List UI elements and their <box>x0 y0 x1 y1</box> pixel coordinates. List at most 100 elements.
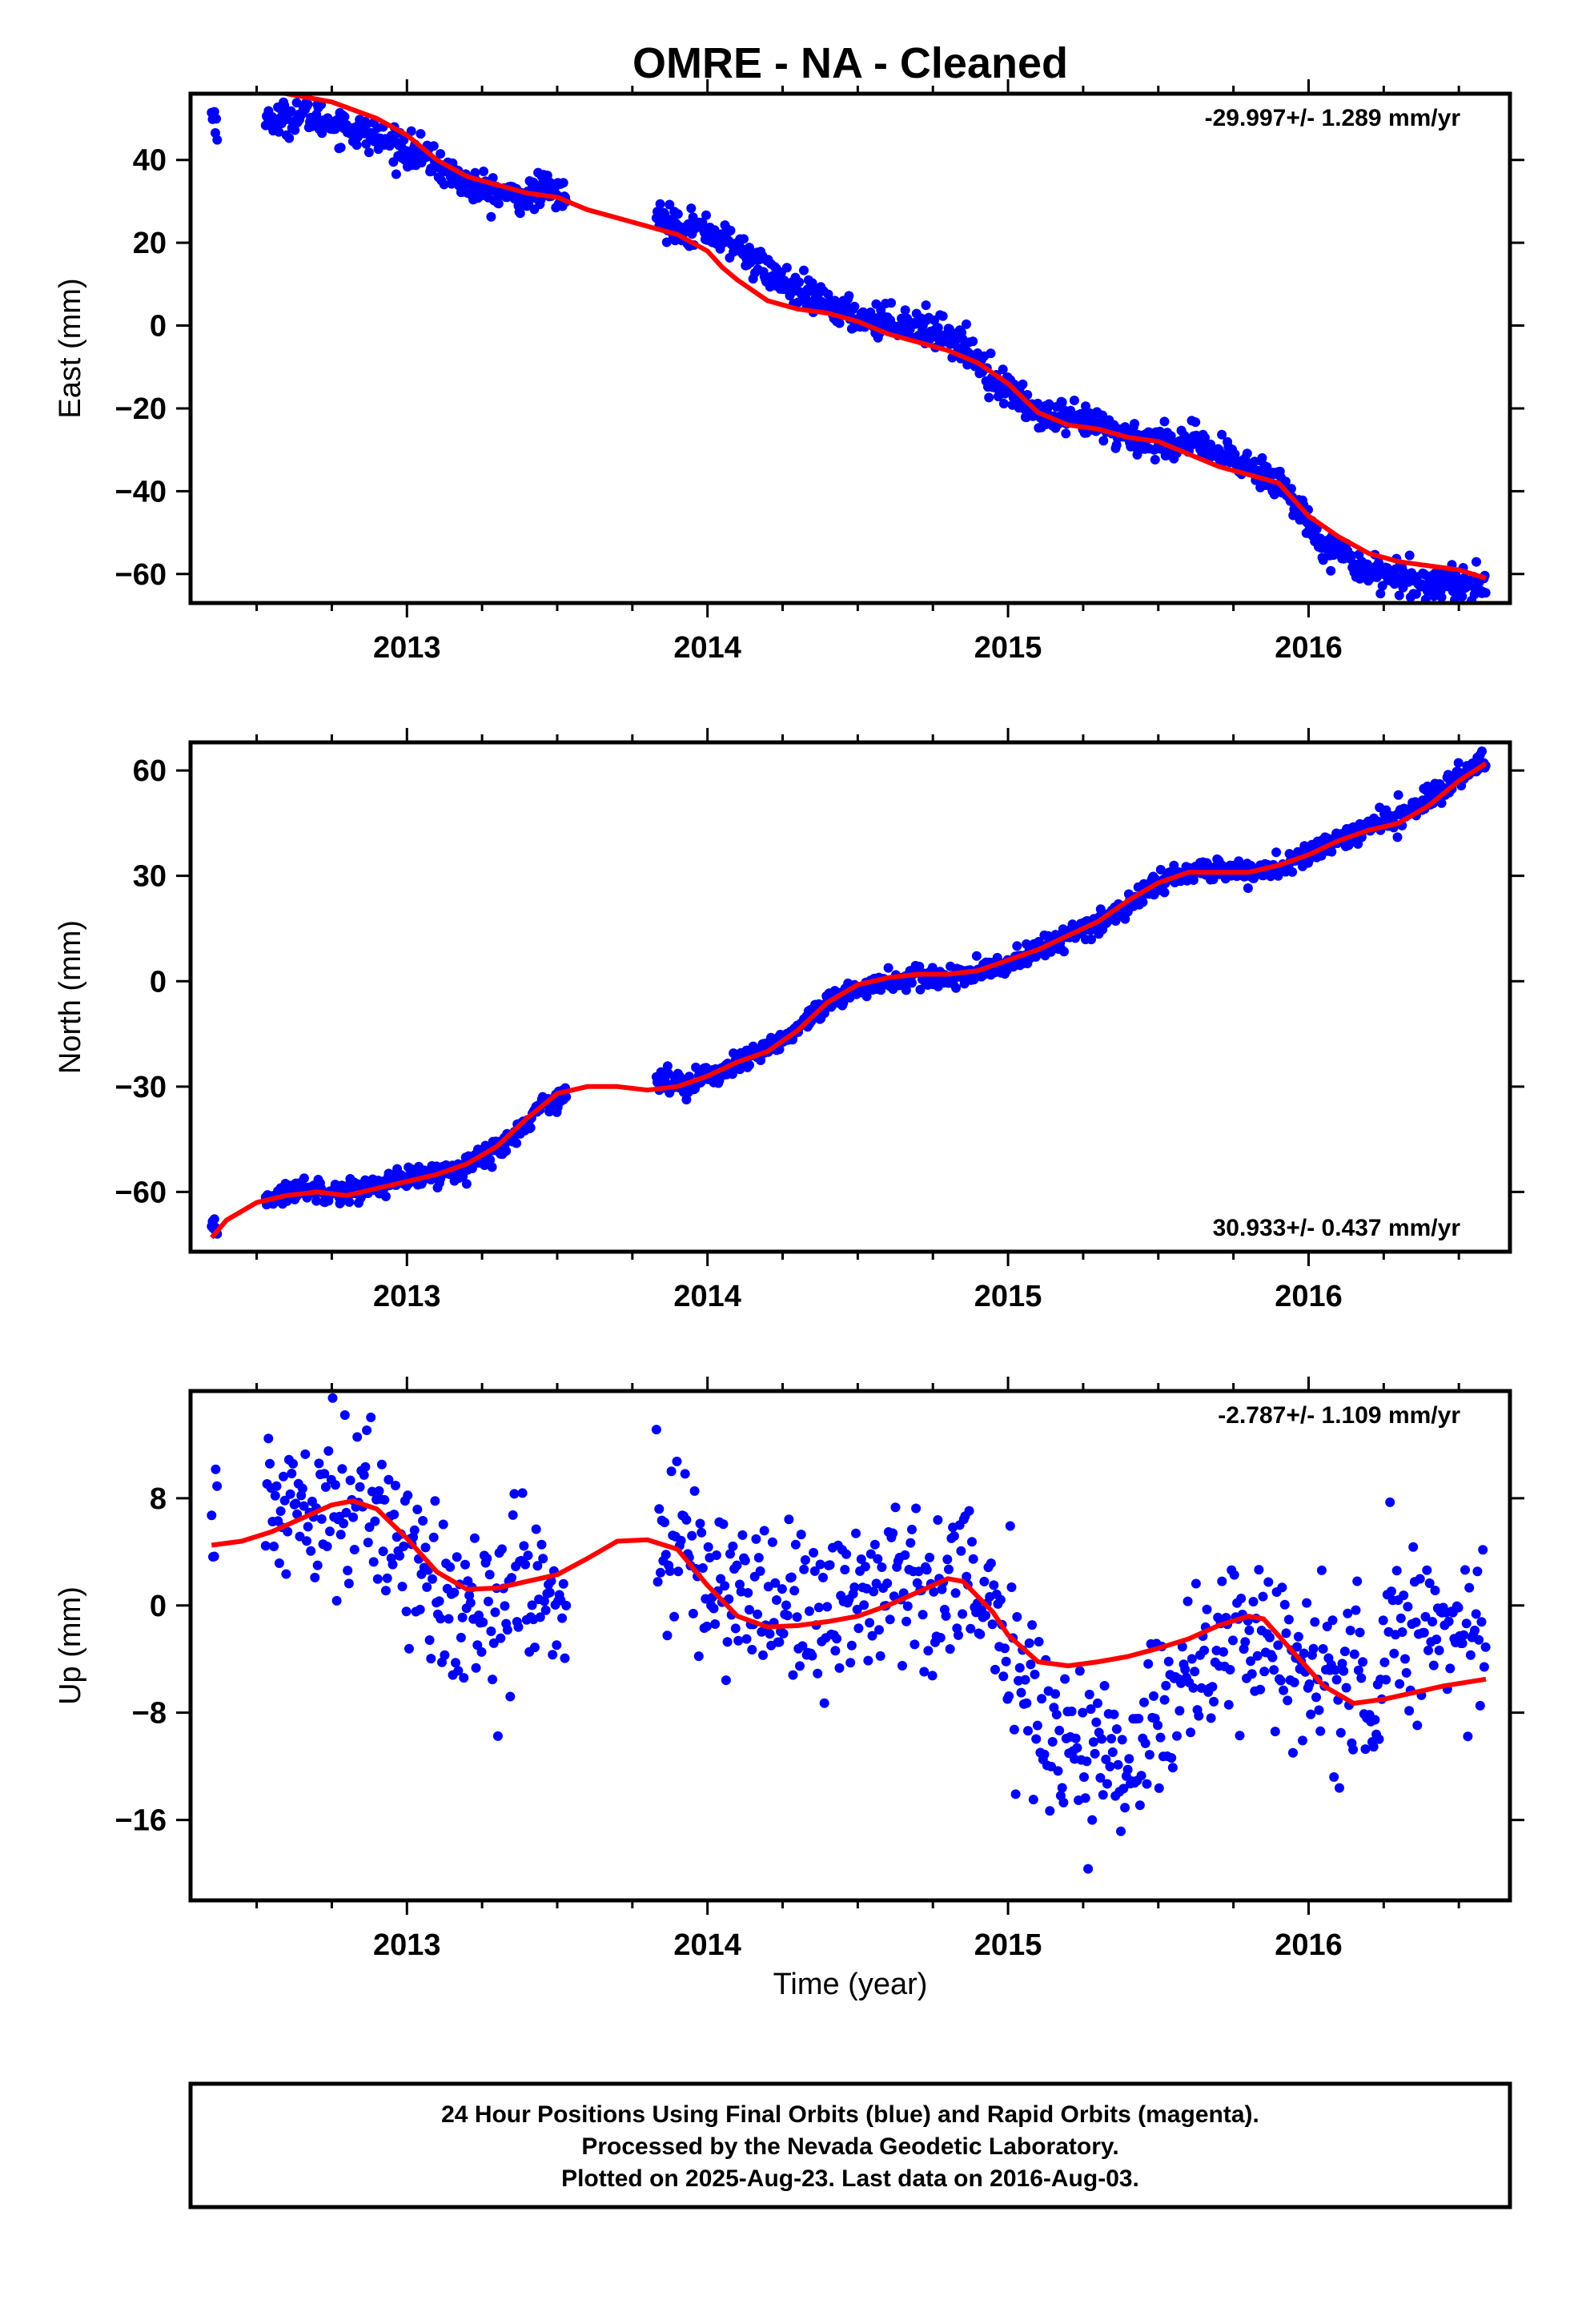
data-point <box>725 1549 735 1559</box>
data-point <box>312 1560 323 1570</box>
data-point <box>295 1531 305 1542</box>
data-point <box>439 179 449 190</box>
data-point <box>440 1650 450 1660</box>
data-point <box>290 125 300 135</box>
data-point <box>1254 1565 1264 1575</box>
data-point <box>1318 1644 1328 1654</box>
x-tick-label: 2014 <box>673 1280 741 1313</box>
data-point <box>1375 589 1386 599</box>
data-point <box>303 99 313 110</box>
data-point <box>322 1542 332 1551</box>
x-ticks: 2013 2014 2015 2016 <box>255 728 1460 1313</box>
data-point <box>382 1573 392 1583</box>
data-point <box>352 1432 363 1442</box>
data-point <box>745 1060 754 1070</box>
data-point <box>954 1630 963 1640</box>
data-point <box>548 1650 558 1660</box>
data-point <box>335 143 346 153</box>
data-point <box>381 1192 391 1201</box>
data-point <box>1217 1576 1227 1586</box>
data-point <box>1419 1627 1429 1638</box>
data-point <box>434 1596 444 1606</box>
data-point <box>730 1623 741 1634</box>
data-point <box>470 167 480 178</box>
data-point <box>1270 1727 1280 1737</box>
data-point <box>753 1609 763 1619</box>
data-point <box>1053 1766 1063 1776</box>
data-point <box>1314 1705 1324 1715</box>
data-point <box>874 1625 884 1635</box>
data-point <box>945 1644 955 1655</box>
data-point <box>913 1566 924 1577</box>
data-point <box>279 1495 290 1506</box>
data-point <box>331 1595 342 1606</box>
y-tick-label: 0 <box>150 1590 167 1623</box>
data-point <box>1134 1714 1144 1723</box>
data-point <box>1368 1742 1379 1752</box>
data-point <box>651 1425 661 1435</box>
data-point <box>415 1604 425 1614</box>
data-point <box>795 1661 805 1671</box>
data-point <box>716 1574 726 1584</box>
data-point <box>1117 1735 1127 1745</box>
data-point <box>1351 1605 1361 1615</box>
data-point <box>488 173 498 183</box>
data-point <box>211 1464 221 1474</box>
data-point <box>437 1657 447 1667</box>
data-point <box>1098 1790 1108 1800</box>
data-point <box>1242 448 1252 459</box>
data-point <box>1269 1665 1279 1675</box>
data-point <box>929 1586 939 1597</box>
data-point <box>697 1563 708 1573</box>
data-point <box>819 1698 829 1708</box>
data-point <box>740 1555 750 1566</box>
data-point <box>995 1594 1006 1605</box>
data-point <box>1288 1747 1298 1758</box>
data-point <box>1391 1566 1402 1576</box>
data-point <box>1273 1640 1283 1651</box>
data-point <box>1074 1666 1085 1676</box>
data-point <box>263 1433 274 1444</box>
data-point <box>735 1064 745 1075</box>
data-point <box>1194 1711 1204 1721</box>
data-point <box>1480 1642 1491 1652</box>
data-point <box>981 1610 991 1621</box>
data-point <box>372 1574 383 1584</box>
data-point <box>984 392 994 403</box>
data-point <box>759 1526 769 1536</box>
data-point <box>1172 1731 1182 1741</box>
data-point <box>1118 1783 1129 1794</box>
data-point <box>1395 1613 1406 1623</box>
data-point <box>927 963 938 973</box>
model-curve <box>210 761 1488 1240</box>
data-point <box>1298 1735 1307 1746</box>
data-point <box>367 1486 377 1497</box>
y-tick-label: −60 <box>115 558 167 592</box>
data-point <box>1420 1611 1431 1622</box>
data-point <box>1445 1663 1456 1674</box>
y-tick-label: 40 <box>133 144 167 178</box>
data-point <box>532 1561 543 1571</box>
data-point <box>453 1666 464 1676</box>
data-point <box>538 1554 548 1564</box>
data-point <box>784 1514 794 1525</box>
data-point <box>1378 1615 1388 1626</box>
data-point <box>1302 1598 1312 1608</box>
data-point <box>743 1588 753 1598</box>
data-point <box>209 1551 219 1562</box>
data-point <box>900 1550 910 1560</box>
y-tick-label: −20 <box>115 392 167 426</box>
data-point <box>300 1449 311 1459</box>
data-point <box>652 1577 663 1587</box>
data-point <box>1337 1659 1347 1669</box>
data-point <box>822 1602 833 1612</box>
data-point <box>359 1470 369 1480</box>
data-point <box>456 1632 466 1642</box>
data-point <box>1459 1630 1469 1640</box>
data-point <box>902 1601 913 1611</box>
data-point <box>1024 1638 1034 1648</box>
data-point <box>1281 1628 1291 1638</box>
data-point <box>702 1621 712 1631</box>
data-point <box>1161 1680 1171 1691</box>
data-point <box>561 1092 572 1102</box>
